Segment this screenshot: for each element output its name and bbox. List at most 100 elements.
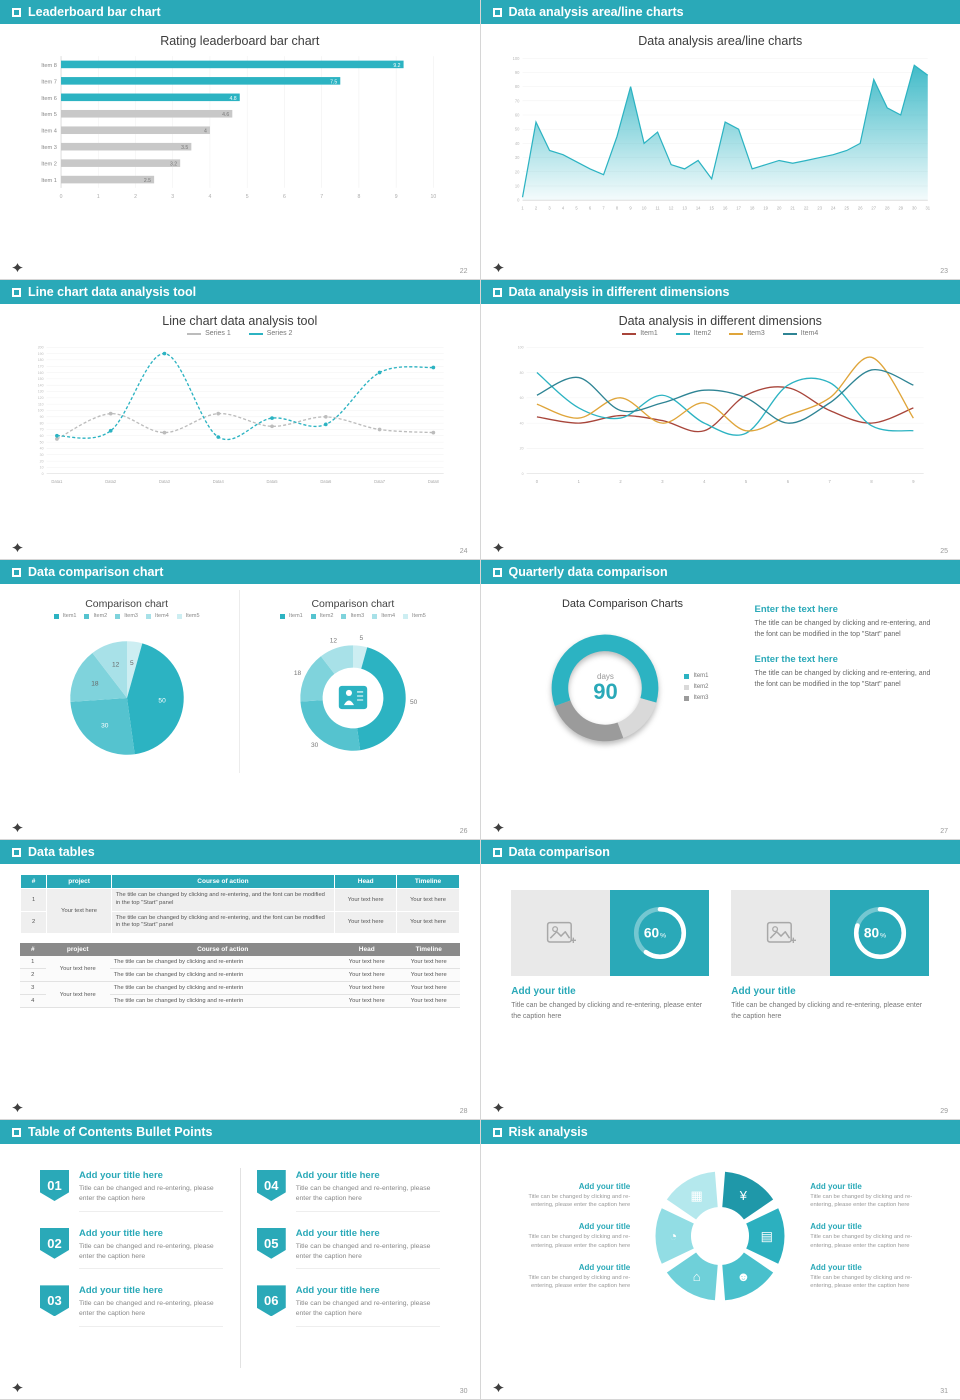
series1-swatch: [187, 332, 202, 335]
svg-text:17: 17: [737, 205, 742, 210]
card-caption: Title can be changed by clicking and re-…: [731, 1002, 923, 1020]
slide-header: Line chart data analysis tool: [0, 280, 480, 304]
svg-text:15: 15: [710, 205, 715, 210]
toc-item: 03 Add your title here Title can be chan…: [40, 1285, 223, 1328]
number-badge: 05: [256, 1227, 286, 1259]
svg-text:▤: ▤: [761, 1228, 773, 1243]
slide-header: Quarterly data comparison: [480, 560, 960, 584]
logo-icon: [492, 1383, 504, 1393]
slide-line-chart-tool[interactable]: Line chart data analysis tool Line chart…: [0, 280, 480, 559]
block-heading: Enter the text here: [754, 653, 838, 665]
comparison-card: 60% Add your title Title can be changed …: [511, 890, 710, 1023]
svg-text:20: 20: [515, 169, 520, 174]
svg-text:Item 7: Item 7: [41, 79, 57, 85]
svg-text:18: 18: [294, 670, 302, 677]
svg-text:Data5: Data5: [266, 479, 278, 484]
toc-title: Add your title here: [79, 1227, 163, 1239]
slide-header-title: Data analysis area/line charts: [508, 5, 684, 19]
progress-ring-80: 80%: [853, 906, 906, 960]
page-number: 22: [459, 268, 468, 275]
data-table-1: # project Course of action Head Timeline…: [20, 874, 460, 934]
svg-text:4: 4: [204, 129, 207, 135]
progress-ring-60: 60%: [633, 906, 686, 960]
svg-text:2: 2: [535, 205, 538, 210]
donut-chart: 5 50 30 18 12: [294, 635, 418, 751]
svg-text:3.5: 3.5: [181, 145, 188, 151]
pie-panel: Comparison chart Item1 Item2 Item3 Item4…: [239, 590, 465, 773]
slide-body: Comparison chart Item1 Item2 Item3 Item4…: [0, 584, 480, 839]
slide-body: Data analysis area/line charts 0 10 20 30 40…: [481, 24, 960, 279]
slide-data-comparison-chart[interactable]: Data comparison chart Comparison chart I…: [0, 560, 480, 839]
line-chart: 0 10 20 30 40 50 60 70 80 90 100 110 120 130 140 150 160…: [37, 345, 444, 484]
item3-swatch: [729, 332, 744, 335]
svg-text:26: 26: [858, 205, 863, 210]
page-number: 23: [940, 268, 948, 275]
svg-text:22: 22: [804, 205, 809, 210]
slide-header: Table of Contents Bullet Points: [0, 1120, 480, 1144]
slide-header-title: Data tables: [28, 845, 95, 859]
svg-text:12: 12: [330, 637, 338, 644]
svg-text:3: 3: [171, 194, 174, 200]
svg-text:80: 80: [864, 926, 880, 941]
slide-body: Add your title Title can be changed by c…: [481, 1144, 960, 1399]
risk-item: Add your title Title can be changed by c…: [810, 1182, 913, 1209]
svg-text:60: 60: [515, 113, 520, 118]
days-donut-chart: [552, 634, 659, 742]
chart-legend: Item1 Item2 Item3: [684, 673, 709, 701]
slide-toc-bullet-points[interactable]: Table of Contents Bullet Points 01 Add y…: [0, 1120, 480, 1399]
svg-text:4: 4: [562, 205, 565, 210]
pie-chart: 5 50 30 18 12: [69, 641, 184, 755]
slide-area-line-charts[interactable]: Data analysis area/line charts Data anal…: [480, 0, 960, 279]
svg-text:10: 10: [430, 194, 436, 200]
slide-dimensions[interactable]: Data analysis in different dimensions Da…: [480, 280, 960, 559]
chart-title: Data analysis area/line charts: [638, 34, 803, 48]
svg-text:Item 3: Item 3: [41, 145, 57, 151]
table-row: 1 Your text here The title can be change…: [20, 889, 459, 934]
svg-text:6: 6: [283, 194, 286, 200]
toc-caption: Title can be changed and re-entering, pl…: [79, 1242, 214, 1260]
toc-item: 06 Add your title here Title can be chan…: [256, 1285, 440, 1328]
svg-text:6: 6: [787, 479, 790, 484]
svg-text:27: 27: [872, 205, 877, 210]
slide-header-title: Quarterly data comparison: [508, 565, 668, 579]
risk-pinwheel-diagram: ¥ ▤ ☻ ⌂ ◔ ▦: [655, 1171, 785, 1301]
page-number: 31: [940, 1388, 948, 1395]
svg-text:6: 6: [589, 205, 592, 210]
number-badge: 01: [40, 1170, 69, 1201]
bullet-square-icon: [12, 567, 21, 577]
svg-text:3: 3: [549, 205, 552, 210]
svg-text:9.2: 9.2: [393, 63, 400, 69]
slide-risk-analysis[interactable]: Risk analysis Add your title Title can b…: [480, 1120, 960, 1399]
legend-item: Series 2: [248, 330, 292, 337]
svg-text:130: 130: [37, 390, 43, 394]
logo-icon: [12, 823, 23, 833]
svg-text:8: 8: [616, 205, 619, 210]
svg-text:70: 70: [515, 98, 520, 103]
legend-item: Item3: [729, 330, 765, 337]
svg-text:5: 5: [745, 479, 748, 484]
slide-data-tables[interactable]: Data tables # project Course of action H…: [0, 840, 480, 1119]
slide-leaderboard-bar-chart[interactable]: Leaderboard bar chart Rating leaderboard…: [0, 0, 480, 279]
toc-item: 04 Add your title here Title can be chan…: [256, 1170, 440, 1212]
svg-text:8: 8: [357, 194, 360, 200]
image-placeholder-icon: [546, 922, 576, 944]
svg-text:100: 100: [37, 409, 43, 413]
slide-data-comparison[interactable]: Data comparison: [480, 840, 960, 1119]
slide-header: Data comparison chart: [0, 560, 480, 584]
svg-text:30: 30: [39, 453, 43, 457]
page-number: 28: [459, 1108, 468, 1115]
svg-text:5: 5: [246, 194, 249, 200]
svg-text:30: 30: [515, 155, 520, 160]
svg-text:2: 2: [620, 479, 623, 484]
slide-quarterly-comparison[interactable]: Quarterly data comparison Data Compariso…: [480, 560, 960, 839]
toc-title: Add your title here: [295, 1227, 380, 1239]
svg-text:1: 1: [522, 205, 525, 210]
svg-text:50: 50: [39, 440, 43, 444]
number-badge: 04: [256, 1170, 286, 1201]
bullet-square-icon: [12, 7, 21, 17]
number-badge: 03: [40, 1285, 69, 1317]
toc-caption: Title can be changed and re-entering, pl…: [79, 1185, 214, 1202]
toc-caption: Title can be changed and re-entering, pl…: [295, 1300, 431, 1318]
svg-text:19: 19: [764, 205, 769, 210]
svg-text:Item 1: Item 1: [41, 178, 57, 184]
